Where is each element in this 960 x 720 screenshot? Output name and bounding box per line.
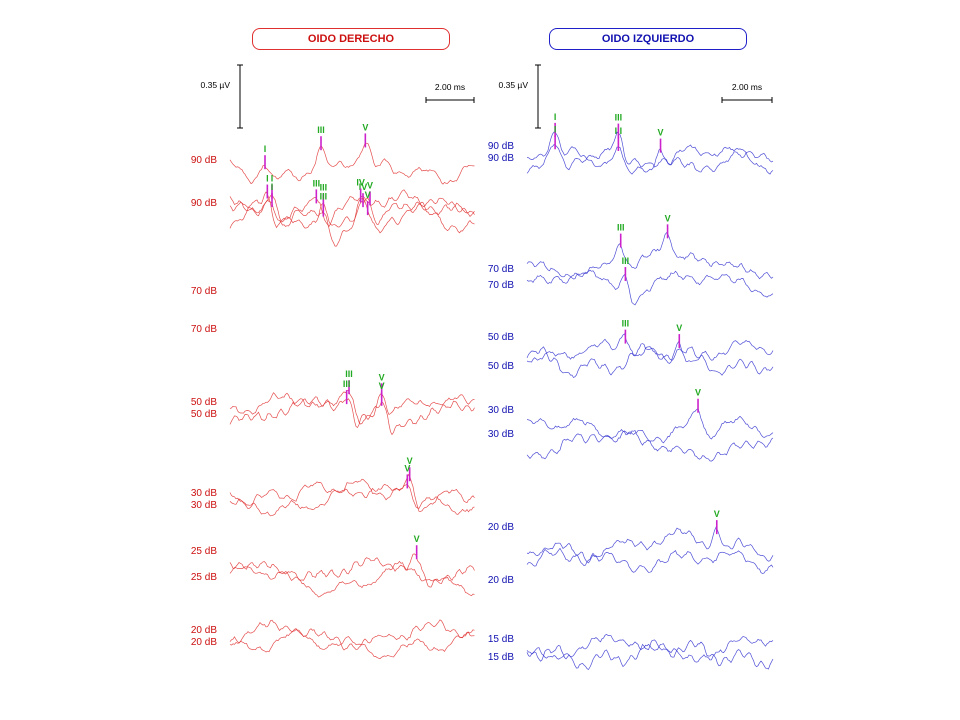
- right-trace-4-peak-label-0: III: [345, 369, 353, 379]
- right-ear-title: OIDO DERECHO: [252, 28, 450, 50]
- right-trace-0-peak-label-2: V: [362, 122, 368, 132]
- right-level-label-5: 50 dB: [191, 409, 217, 420]
- left-trace-8: [526, 526, 774, 564]
- right-level-label-6: 30 dB: [191, 488, 217, 499]
- right-trace-0-peak-label-1: III: [317, 125, 325, 135]
- left-amplitude-scale-label: 0.35 µV: [499, 80, 529, 90]
- left-level-label-0: 90 dB: [488, 141, 514, 152]
- left-trace-4-peak-label-1: V: [676, 323, 682, 333]
- left-trace-6-peak-label-0: V: [695, 388, 701, 398]
- left-trace-2-peak-label-1: V: [665, 213, 671, 223]
- left-level-label-10: 15 dB: [488, 634, 514, 645]
- right-trace-2-peak-label-1: III: [320, 182, 328, 192]
- right-trace-8: [229, 553, 475, 588]
- left-trace-2: [526, 232, 774, 280]
- right-trace-1: [229, 189, 475, 229]
- left-trace-3-peak-label-0: III: [622, 256, 630, 266]
- left-trace-1-peak-label-1: III: [615, 113, 623, 123]
- right-level-label-2: 70 dB: [191, 286, 217, 297]
- right-level-label-10: 20 dB: [191, 625, 217, 636]
- right-trace-3: [229, 198, 475, 247]
- left-level-label-1: 90 dB: [488, 153, 514, 164]
- right-trace-2: [229, 194, 475, 229]
- right-level-label-0: 90 dB: [191, 155, 217, 166]
- left-trace-1: [526, 131, 774, 174]
- left-trace-0-peak-label-0: I: [554, 112, 557, 122]
- right-trace-2-peak-label-3: V: [367, 180, 373, 190]
- right-level-label-4: 50 dB: [191, 397, 217, 408]
- left-level-label-9: 20 dB: [488, 575, 514, 586]
- right-trace-8-peak-label-0: V: [414, 534, 420, 544]
- right-trace-9: [229, 560, 475, 598]
- right-level-label-9: 25 dB: [191, 572, 217, 583]
- right-trace-1-peak-label-1: III: [313, 178, 321, 188]
- left-trace-0-peak-label-2: V: [658, 128, 664, 138]
- right-trace-4: [229, 389, 475, 425]
- right-level-label-1: 90 dB: [191, 198, 217, 209]
- left-ear-title: OIDO IZQUIERDO: [549, 28, 747, 50]
- left-trace-9: [526, 547, 774, 574]
- right-trace-11: [229, 628, 475, 660]
- right-trace-7-peak-label-0: V: [404, 463, 410, 473]
- left-trace-1-peak-label-0: I: [554, 124, 557, 134]
- left-trace-7: [526, 428, 774, 462]
- right-trace-10: [229, 619, 475, 651]
- right-trace-7: [229, 483, 475, 517]
- right-trace-1-peak-label-0: I: [266, 174, 269, 184]
- left-trace-11: [526, 639, 774, 670]
- right-trace-2-peak-label-0: I: [271, 174, 274, 184]
- right-trace-3-peak-label-3: V: [365, 190, 371, 200]
- left-level-label-8: 20 dB: [488, 522, 514, 533]
- left-level-label-2: 70 dB: [488, 264, 514, 275]
- left-trace-6: [526, 408, 774, 444]
- left-trace-0: [526, 131, 774, 175]
- right-trace-4-peak-label-1: V: [379, 372, 385, 382]
- left-trace-10: [526, 633, 774, 663]
- right-level-label-11: 20 dB: [191, 637, 217, 648]
- left-time-scale-label: 2.00 ms: [732, 82, 762, 92]
- left-level-label-4: 50 dB: [488, 332, 514, 343]
- left-level-label-6: 30 dB: [488, 405, 514, 416]
- right-trace-3-peak-label-1: III: [320, 192, 328, 202]
- left-level-label-11: 15 dB: [488, 652, 514, 663]
- left-trace-4: [526, 333, 774, 364]
- right-trace-5-peak-label-1: V: [379, 381, 385, 391]
- right-trace-5-peak-label-0: III: [343, 379, 351, 389]
- right-trace-0: [229, 142, 475, 185]
- left-trace-2-peak-label-0: III: [617, 223, 625, 233]
- left-level-label-5: 50 dB: [488, 361, 514, 372]
- left-trace-3: [526, 269, 774, 306]
- right-trace-3-peak-label-0: I: [271, 182, 274, 192]
- left-trace-8-peak-label-0: V: [714, 509, 720, 519]
- left-trace-4-peak-label-0: III: [622, 319, 630, 329]
- right-level-label-8: 25 dB: [191, 546, 217, 557]
- left-level-label-3: 70 dB: [488, 280, 514, 291]
- right-trace-6: [229, 473, 475, 512]
- left-level-label-7: 30 dB: [488, 429, 514, 440]
- right-trace-0-peak-label-0: I: [264, 144, 267, 154]
- right-level-label-3: 70 dB: [191, 324, 217, 335]
- right-trace-2-peak-label-2: IV: [359, 182, 368, 192]
- right-time-scale-label: 2.00 ms: [435, 82, 465, 92]
- left-trace-5: [526, 343, 774, 378]
- right-trace-3-peak-label-2: IV: [356, 178, 365, 188]
- right-amplitude-scale-label: 0.35 µV: [201, 80, 231, 90]
- right-level-label-7: 30 dB: [191, 500, 217, 511]
- right-trace-5: [229, 396, 475, 436]
- right-trace-6-peak-label-0: V: [407, 456, 413, 466]
